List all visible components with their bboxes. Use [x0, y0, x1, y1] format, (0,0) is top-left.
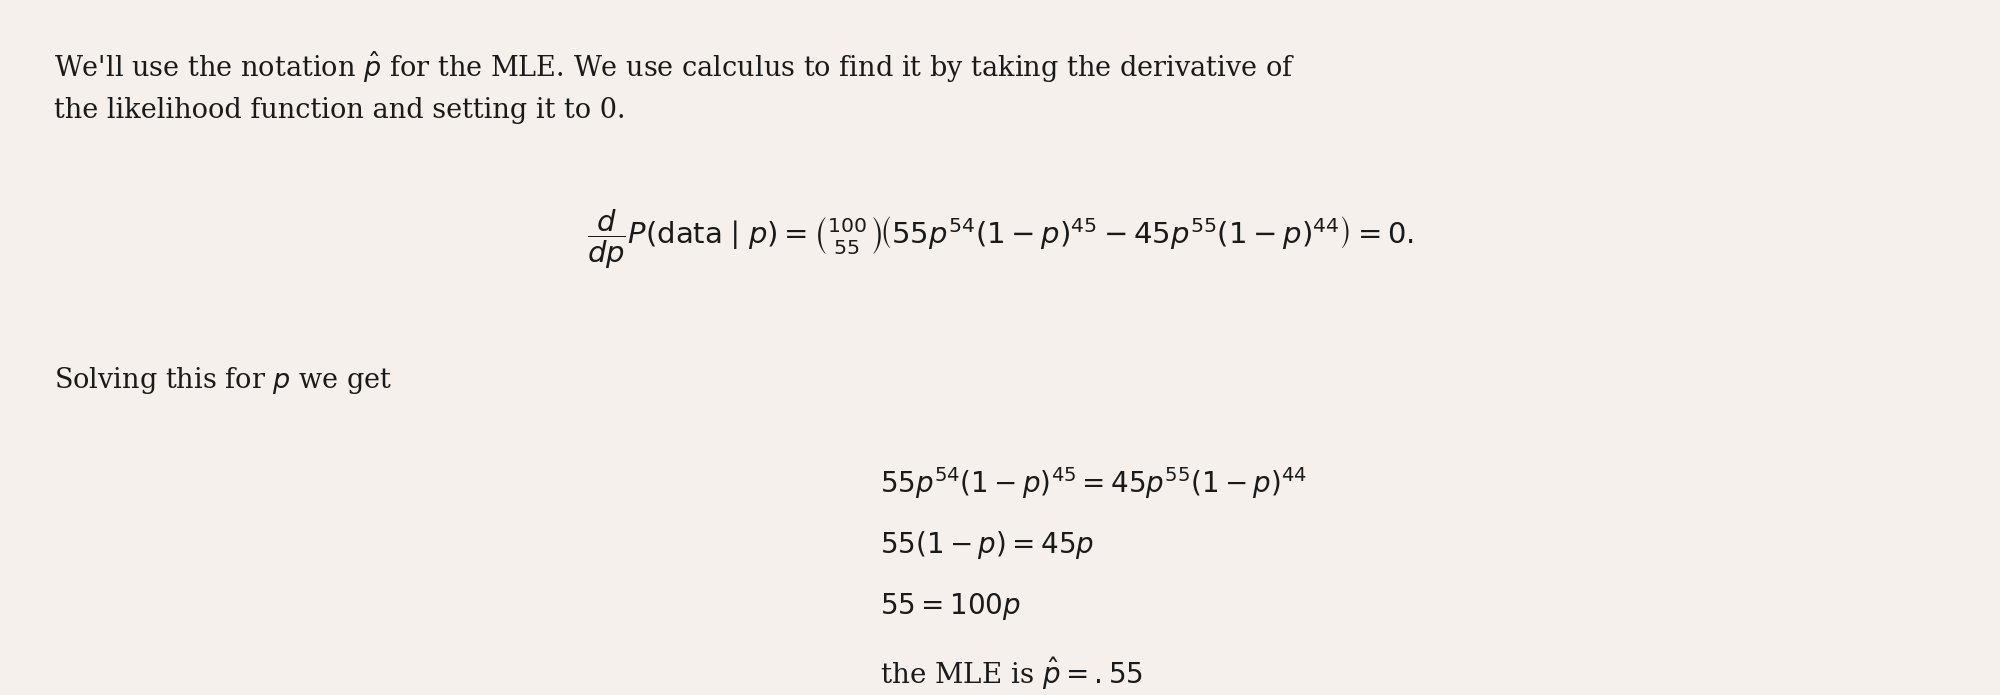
Text: Solving this for $p$ we get: Solving this for $p$ we get [54, 365, 392, 396]
Text: $55p^{54}(1-p)^{45} = 45p^{55}(1-p)^{44}$: $55p^{54}(1-p)^{45} = 45p^{55}(1-p)^{44}… [880, 465, 1308, 501]
Text: $\dfrac{d}{dp}P(\text{data}\mid p) = \binom{100}{55}\!\left(55p^{54}(1-p)^{45} -: $\dfrac{d}{dp}P(\text{data}\mid p) = \bi… [586, 208, 1414, 271]
Text: $55 = 100p$: $55 = 100p$ [880, 591, 1022, 621]
Text: the MLE is $\hat{p} = .55$: the MLE is $\hat{p} = .55$ [880, 655, 1144, 692]
Text: $55(1-p) = 45p$: $55(1-p) = 45p$ [880, 530, 1094, 562]
Text: We'll use the notation $\hat{p}$ for the MLE. We use calculus to find it by taki: We'll use the notation $\hat{p}$ for the… [54, 49, 1296, 124]
